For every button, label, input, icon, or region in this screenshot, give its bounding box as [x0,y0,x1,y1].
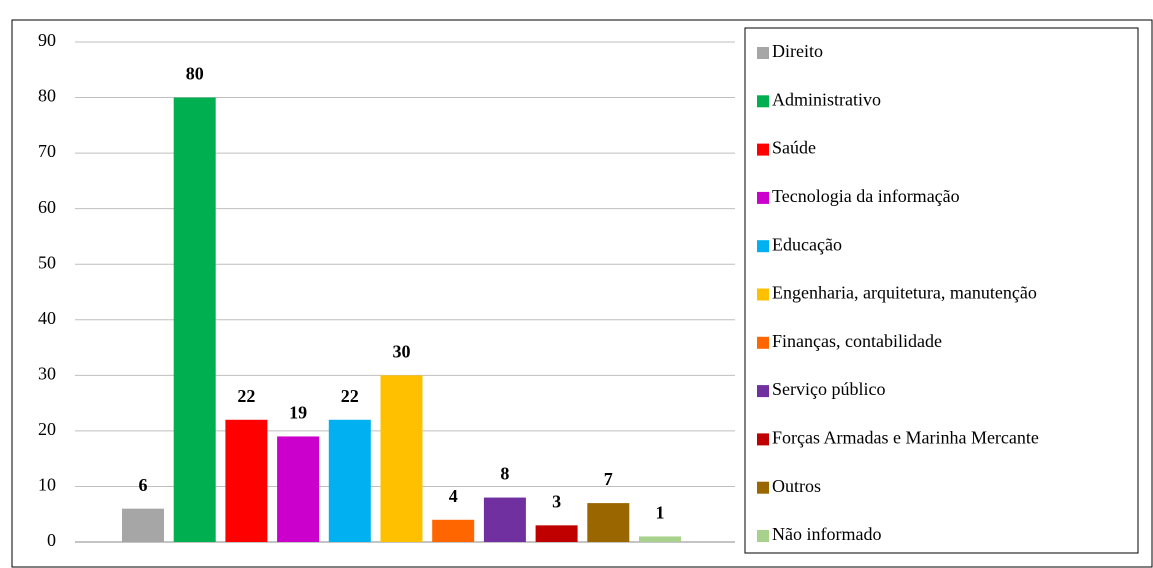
legend-swatch [757,95,769,108]
legend-label: Forças Armadas e Marinha Mercante [772,428,1039,448]
bar [328,419,371,542]
data-label: 3 [552,491,561,511]
legend-label: Não informado [772,524,881,544]
y-tick-label: 60 [38,197,56,217]
bar [225,419,268,542]
bar [587,503,630,542]
legend-swatch [757,433,769,446]
legend-label: Administrativo [772,89,881,109]
legend-label: Direito [772,41,823,61]
legend-swatch [757,481,769,494]
data-label: 22 [341,386,359,406]
legend-swatch [757,47,769,59]
legend-swatch [757,191,769,204]
legend-swatch [757,530,769,542]
y-tick-label: 70 [38,141,56,161]
bar [380,375,423,542]
legend-label: Finanças, contabilidade [772,331,942,351]
data-label: 4 [449,486,458,506]
y-tick-label: 30 [38,363,56,383]
bar [535,525,578,542]
bar [277,436,320,542]
bar [173,97,216,543]
legend-box [744,27,1139,554]
data-label: 22 [237,386,255,406]
y-tick-label: 0 [47,530,56,550]
data-label: 8 [500,464,509,484]
y-tick-label: 10 [38,475,56,495]
legend-swatch [757,143,769,156]
y-tick-label: 50 [38,252,56,272]
legend-label: Educação [772,234,842,254]
bar [639,536,681,542]
legend-label: Saúde [772,138,816,158]
data-label: 1 [656,503,665,523]
bar [432,519,475,542]
legend-swatch [757,385,769,398]
y-tick-label: 90 [38,30,56,50]
data-label: 30 [393,341,411,361]
legend-label: Tecnologia da informação [772,186,960,206]
legend-label: Serviço público [772,379,885,399]
y-tick-label: 40 [38,308,56,328]
bar [483,497,526,542]
data-label: 19 [289,403,307,423]
legend-label: Engenharia, arquitetura, manutenção [772,283,1037,303]
bar [122,508,164,542]
data-label: 6 [139,475,148,495]
legend-swatch [757,336,769,349]
data-label: 7 [604,469,613,489]
y-tick-label: 80 [38,86,56,106]
data-label: 80 [186,64,204,84]
legend-label: Outros [772,476,821,496]
legend-swatch [757,240,769,253]
y-tick-label: 20 [38,419,56,439]
legend-swatch [757,288,769,301]
